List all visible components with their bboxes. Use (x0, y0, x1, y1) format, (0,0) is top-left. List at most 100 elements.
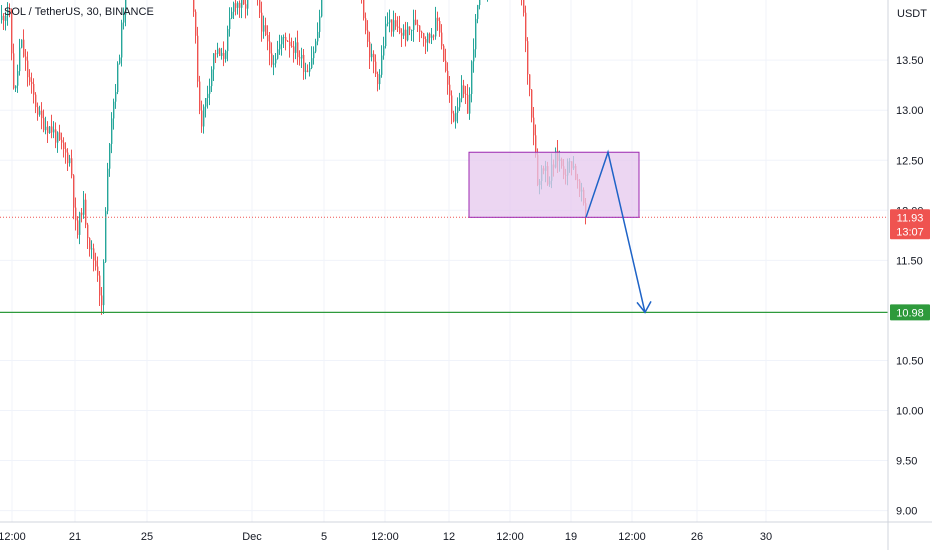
candle-body (11, 13, 13, 54)
time-tick-label: 12:00 (496, 531, 524, 543)
price-tick-label: 9.50 (896, 456, 917, 468)
candle-body (87, 224, 89, 239)
candle-body (467, 94, 469, 114)
candle-body (389, 19, 391, 23)
candle-body (381, 55, 383, 75)
candle-body (219, 48, 221, 56)
candle-body (387, 22, 389, 24)
price-tick-label: 10.00 (896, 406, 924, 418)
range-box (468, 151, 640, 218)
candle-body (15, 85, 17, 89)
candle-body (291, 45, 293, 47)
candle-body (3, 15, 5, 21)
candle-body (221, 52, 223, 56)
candle-body (459, 98, 461, 108)
candle-body (211, 69, 213, 87)
candle-body (59, 132, 61, 140)
candle-body (281, 37, 283, 45)
candle-body (117, 63, 119, 93)
candle-body (447, 70, 449, 85)
candle-body (475, 18, 477, 50)
candle-body (307, 70, 309, 72)
candle-body (225, 51, 227, 59)
candle-body (9, 9, 11, 14)
candle-body (121, 22, 123, 58)
candle-body (215, 53, 217, 55)
candle-body (23, 39, 25, 57)
candle-body (315, 41, 317, 52)
candle-body (441, 32, 443, 46)
candle-body (25, 56, 27, 61)
candle-body (119, 57, 121, 64)
candle-body (463, 85, 465, 94)
candle-body (243, 0, 245, 5)
candle-body (83, 199, 85, 215)
candle-body (71, 158, 73, 176)
candle-body (319, 16, 321, 32)
price-tick-label: 9.00 (896, 506, 917, 518)
candle-body (287, 40, 289, 42)
candle-body (31, 81, 33, 84)
candle-body (33, 83, 35, 95)
candle-body (45, 126, 47, 131)
candle-body (207, 93, 209, 99)
time-tick-label: 5 (321, 531, 327, 543)
candle-body (453, 113, 455, 122)
time-tick-label: Dec (242, 531, 262, 543)
candle-body (439, 21, 441, 33)
candle-body (473, 49, 475, 62)
candle-body (403, 29, 405, 36)
candle-body (321, 0, 323, 17)
candle-body (523, 0, 525, 13)
time-tick-label: 19 (565, 531, 577, 543)
candle-body (407, 26, 409, 41)
candle-body (317, 31, 319, 42)
candle-body (365, 18, 367, 31)
candle-body (379, 74, 381, 85)
candle-body (43, 118, 45, 131)
time-axis[interactable] (0, 522, 888, 550)
candle-body (451, 95, 453, 114)
candle-body (313, 51, 315, 59)
candle-body (417, 24, 419, 26)
price-axis[interactable] (888, 0, 932, 522)
candle-body (293, 46, 295, 53)
grid-lines (0, 0, 888, 522)
candle-body (205, 98, 207, 107)
candle-body (93, 248, 95, 261)
candle-body (371, 53, 373, 58)
candle-body (77, 220, 79, 235)
candle-body (199, 81, 201, 111)
candle-body (267, 35, 269, 42)
candle-body (17, 71, 19, 86)
candle-body (301, 54, 303, 59)
candle-body (235, 3, 237, 8)
candle-body (421, 31, 423, 34)
candle-body (41, 110, 43, 119)
candle-body (423, 33, 425, 39)
price-tick-label: 13.50 (896, 55, 924, 67)
candle-body (113, 101, 115, 119)
price-tick-label: 11.50 (896, 255, 923, 267)
candle-body (427, 33, 429, 43)
candle-body (107, 168, 109, 212)
candle-body (115, 92, 117, 102)
candle-body (229, 18, 231, 30)
candle-body (91, 248, 93, 250)
candle-body (7, 9, 9, 16)
candle-body (67, 152, 69, 164)
currency-label: USDT (897, 8, 927, 20)
candle-body (461, 85, 463, 99)
candle-body (239, 2, 241, 8)
candle-body (299, 57, 301, 59)
candle-body (277, 49, 279, 59)
candle-body (231, 11, 233, 19)
candle-body (369, 41, 371, 58)
candle-body (57, 132, 59, 143)
candle-body (289, 41, 291, 46)
candle-body (195, 11, 197, 36)
candle-body (309, 67, 311, 72)
candle-body (21, 39, 23, 48)
current-price-tag (890, 209, 930, 240)
